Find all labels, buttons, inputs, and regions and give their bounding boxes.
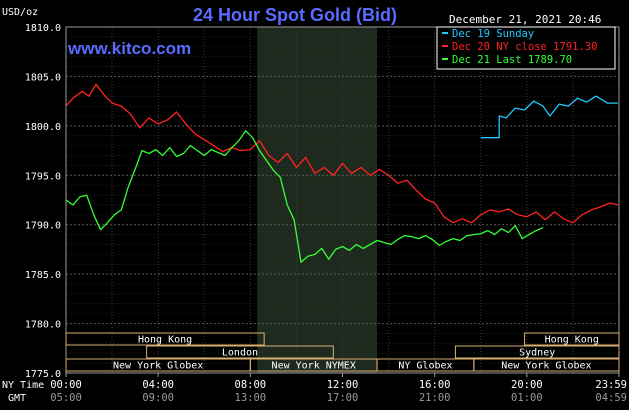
x-tick-label-ny: 12:00: [327, 379, 359, 391]
x-tick-label-gmt: 13:00: [235, 392, 267, 404]
market-session-label: Hong Kong: [138, 335, 192, 346]
legend-entry: Dec 20 NY close 1791.30: [452, 41, 597, 53]
x-tick-label-ny: 16:00: [419, 379, 451, 391]
x-tick-label-gmt: 01:00: [511, 392, 543, 404]
x-tick-label-ny: 04:00: [142, 379, 174, 391]
market-session-bar: [65, 332, 265, 346]
y-tick-label: 1800.0: [25, 122, 61, 133]
units-label: USD/oz: [2, 7, 38, 18]
x-tick-label-ny: 00:00: [50, 379, 82, 391]
x-tick-label-gmt: 17:00: [327, 392, 359, 404]
market-session-label: Sydney: [519, 348, 555, 359]
market-session-bars: Hong Kong Hong Kong London Sydney New York G…: [65, 332, 620, 372]
series-line: [480, 95, 618, 139]
y-tick-label: 1795.0: [25, 171, 61, 182]
market-session-label: New York NYMEX: [272, 361, 356, 372]
x-tick-label-gmt: 09:00: [142, 392, 174, 404]
legend-entry: Dec 21 Last 1789.70: [452, 54, 572, 66]
x-tick-label-gmt: 21:00: [419, 392, 451, 404]
market-session-bar: [454, 345, 620, 359]
y-tick-label: 1810.0: [25, 23, 61, 34]
y-tick-label: 1805.0: [25, 72, 61, 83]
market-session-bar: [473, 358, 620, 372]
y-tick-label: 1785.0: [25, 270, 61, 281]
y-tick-label: 1775.0: [25, 369, 61, 380]
market-session-bar: [524, 332, 620, 346]
market-session-label: New York Globex: [501, 361, 591, 372]
x-tick-label-gmt: 05:00: [50, 392, 82, 404]
chart-title: 24 Hour Spot Gold (Bid): [193, 5, 397, 25]
gmt-axis-label: GMT: [8, 393, 26, 404]
timestamp: December 21, 2021 20:46: [449, 13, 601, 26]
y-tick-label: 1780.0: [25, 320, 61, 331]
market-session-label: NY Globex: [398, 361, 452, 372]
x-tick-label-gmt: 04:59: [595, 392, 627, 404]
market-session-label: New York Globex: [113, 361, 203, 372]
legend-entry: Dec 19 Sunday: [452, 28, 534, 40]
x-tick-label-ny: 20:00: [511, 379, 543, 391]
market-session-label: London: [222, 348, 258, 359]
y-tick-labels: 1810.0 1805.0 1800.0 1795.0 1790.0 1785.0 1780…: [25, 23, 61, 380]
market-session-bar: [146, 345, 334, 359]
series-line: [65, 130, 544, 263]
series-lines: [65, 83, 618, 263]
x-tick-label-ny: 08:00: [235, 379, 267, 391]
series-line: [65, 83, 618, 224]
ny-time-axis-label: NY Time: [2, 380, 44, 391]
market-session-label: Hong Kong: [545, 335, 599, 346]
y-tick-label: 1790.0: [25, 221, 61, 232]
legend-box: [436, 26, 616, 70]
watermark: www.kitco.com: [67, 39, 191, 58]
x-tick-label-ny: 23:59: [595, 379, 627, 391]
nymex-session-highlight: [257, 27, 378, 373]
